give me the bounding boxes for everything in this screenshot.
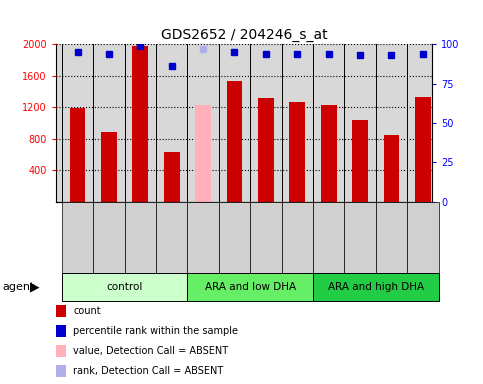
Text: count: count — [73, 306, 101, 316]
Title: GDS2652 / 204246_s_at: GDS2652 / 204246_s_at — [161, 28, 327, 42]
Text: agent: agent — [2, 282, 35, 292]
Bar — [164, 152, 180, 202]
Bar — [195, 105, 211, 202]
Bar — [321, 105, 337, 202]
Text: ▶: ▶ — [30, 281, 40, 293]
Bar — [227, 81, 242, 202]
Text: value, Detection Call = ABSENT: value, Detection Call = ABSENT — [73, 346, 228, 356]
Text: control: control — [106, 282, 143, 292]
Bar — [352, 120, 368, 202]
Text: ARA and high DHA: ARA and high DHA — [327, 282, 424, 292]
Bar — [101, 132, 117, 202]
Bar — [70, 108, 85, 202]
Text: ARA and low DHA: ARA and low DHA — [205, 282, 296, 292]
Bar — [384, 136, 399, 202]
Text: rank, Detection Call = ABSENT: rank, Detection Call = ABSENT — [73, 366, 224, 376]
Bar — [258, 98, 274, 202]
Bar — [415, 97, 431, 202]
Bar — [289, 102, 305, 202]
Text: percentile rank within the sample: percentile rank within the sample — [73, 326, 239, 336]
Bar — [132, 46, 148, 202]
